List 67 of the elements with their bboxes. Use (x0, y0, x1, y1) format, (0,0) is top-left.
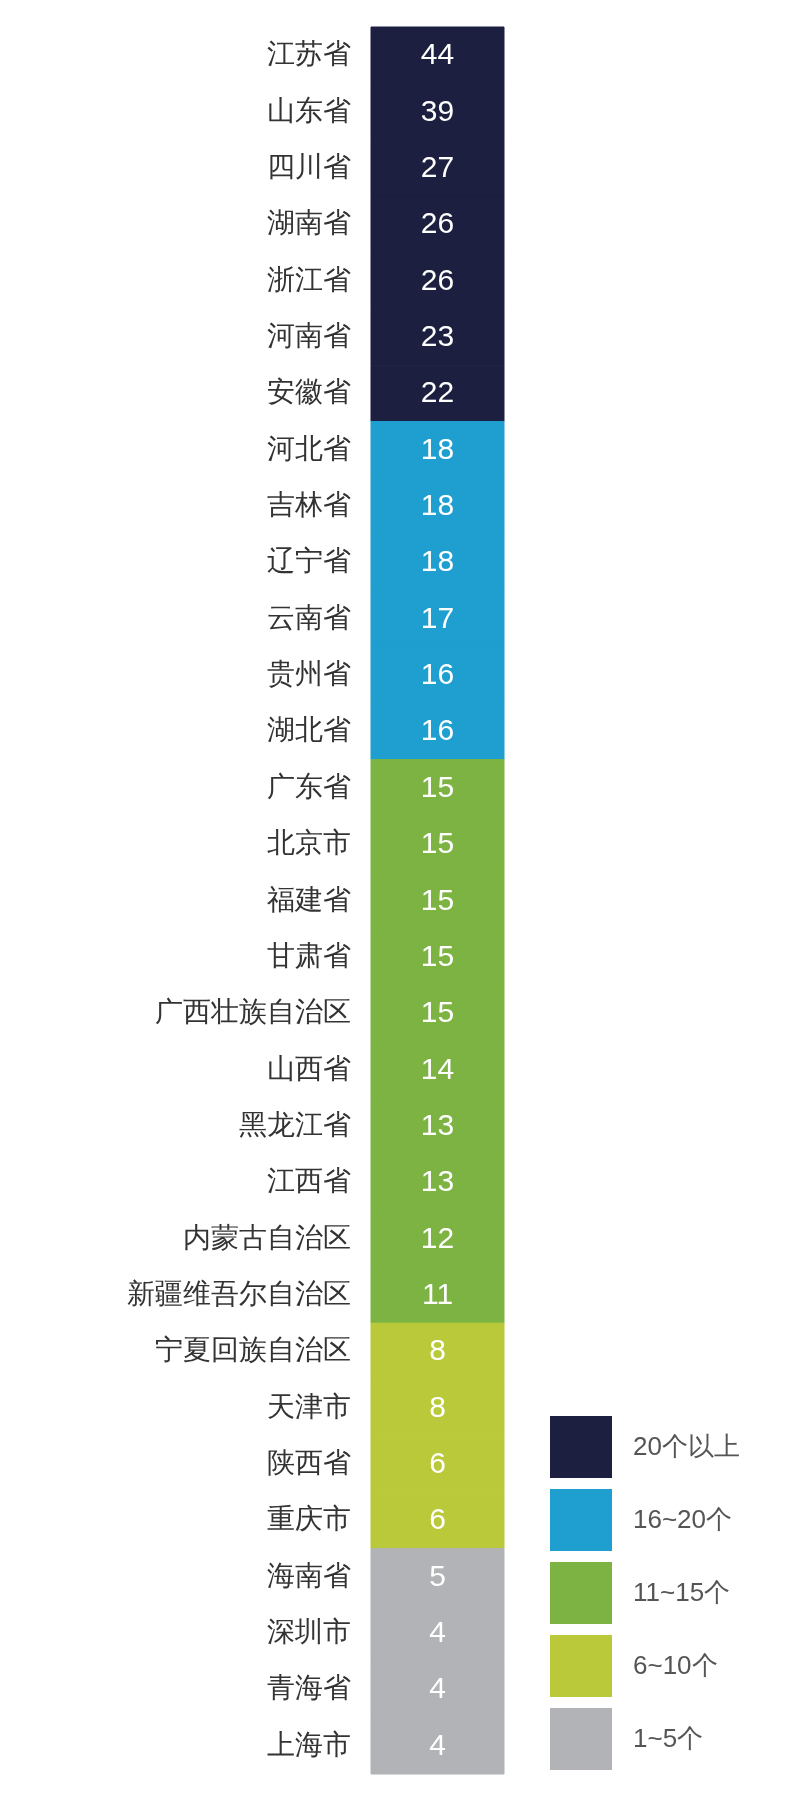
data-label: 14 (420, 1051, 455, 1085)
y-tick-label: 安徽省 (266, 376, 351, 408)
data-label: 13 (420, 1107, 455, 1141)
y-tick-label: 广西壮族自治区 (154, 996, 351, 1028)
y-tick-label: 上海市 (266, 1728, 351, 1760)
y-tick-label: 海南省 (266, 1559, 351, 1591)
data-label: 23 (420, 318, 455, 352)
y-tick-label: 宁夏回族自治区 (154, 1334, 351, 1366)
data-label: 26 (420, 206, 455, 240)
data-label: 8 (429, 1333, 446, 1367)
y-tick-label: 天津市 (266, 1390, 351, 1422)
y-tick-label: 浙江省 (266, 263, 351, 295)
y-tick-label: 陕西省 (266, 1447, 351, 1479)
data-label: 6 (429, 1502, 446, 1536)
y-tick-label: 青海省 (266, 1672, 351, 1704)
data-label: 22 (420, 375, 455, 409)
y-tick-label: 广东省 (266, 770, 351, 802)
data-label: 11 (421, 1276, 454, 1310)
data-label: 8 (429, 1389, 446, 1423)
y-tick-label: 甘肃省 (266, 939, 351, 971)
data-label: 18 (420, 431, 455, 465)
y-tick-label: 北京市 (266, 827, 351, 859)
data-label: 26 (420, 262, 455, 296)
y-tick-label: 贵州省 (266, 658, 351, 690)
y-tick-label: 河南省 (266, 319, 351, 351)
data-label: 27 (420, 149, 455, 183)
y-tick-label: 云南省 (266, 601, 351, 633)
y-tick-label: 福建省 (266, 883, 351, 915)
data-label: 18 (420, 544, 455, 578)
data-label: 39 (420, 93, 455, 127)
legend-label: 16~20个 (633, 1504, 733, 1534)
y-tick-label: 辽宁省 (266, 545, 351, 577)
y-tick-label: 山西省 (266, 1052, 351, 1084)
legend-label: 11~15个 (633, 1577, 731, 1607)
legend-label: 20个以上 (633, 1431, 740, 1461)
data-label: 44 (420, 37, 455, 71)
y-tick-label: 湖北省 (266, 714, 351, 746)
data-label: 4 (429, 1615, 446, 1649)
data-label: 15 (420, 769, 455, 803)
data-label: 16 (420, 713, 455, 747)
data-label: 15 (420, 938, 455, 972)
y-tick-label: 深圳市 (266, 1616, 351, 1648)
y-tick-label: 江西省 (266, 1165, 351, 1197)
legend-label: 1~5个 (633, 1723, 704, 1753)
data-label: 15 (420, 826, 455, 860)
data-label: 15 (420, 995, 455, 1029)
y-tick-label: 江苏省 (266, 38, 351, 70)
y-tick-label: 吉林省 (266, 489, 351, 521)
y-tick-label: 重庆市 (266, 1503, 351, 1535)
y-tick-label: 四川省 (266, 150, 351, 182)
data-label: 12 (420, 1220, 455, 1254)
data-label: 4 (429, 1727, 446, 1761)
data-label: 15 (420, 882, 455, 916)
y-tick-label: 河北省 (266, 432, 351, 464)
data-label: 16 (420, 657, 455, 691)
y-tick-label: 湖南省 (266, 207, 351, 239)
legend-label: 6~10个 (633, 1650, 718, 1680)
y-tick-label: 内蒙古自治区 (182, 1221, 351, 1253)
data-label: 18 (420, 488, 455, 522)
data-label: 17 (420, 600, 455, 634)
data-label: 5 (429, 1558, 446, 1592)
data-label: 6 (429, 1446, 446, 1480)
y-tick-label: 新疆维吾尔自治区 (126, 1277, 351, 1309)
data-label: 13 (420, 1164, 455, 1198)
y-tick-label: 黑龙江省 (238, 1108, 351, 1140)
data-label: 4 (429, 1671, 446, 1705)
y-tick-label: 山东省 (266, 94, 351, 126)
